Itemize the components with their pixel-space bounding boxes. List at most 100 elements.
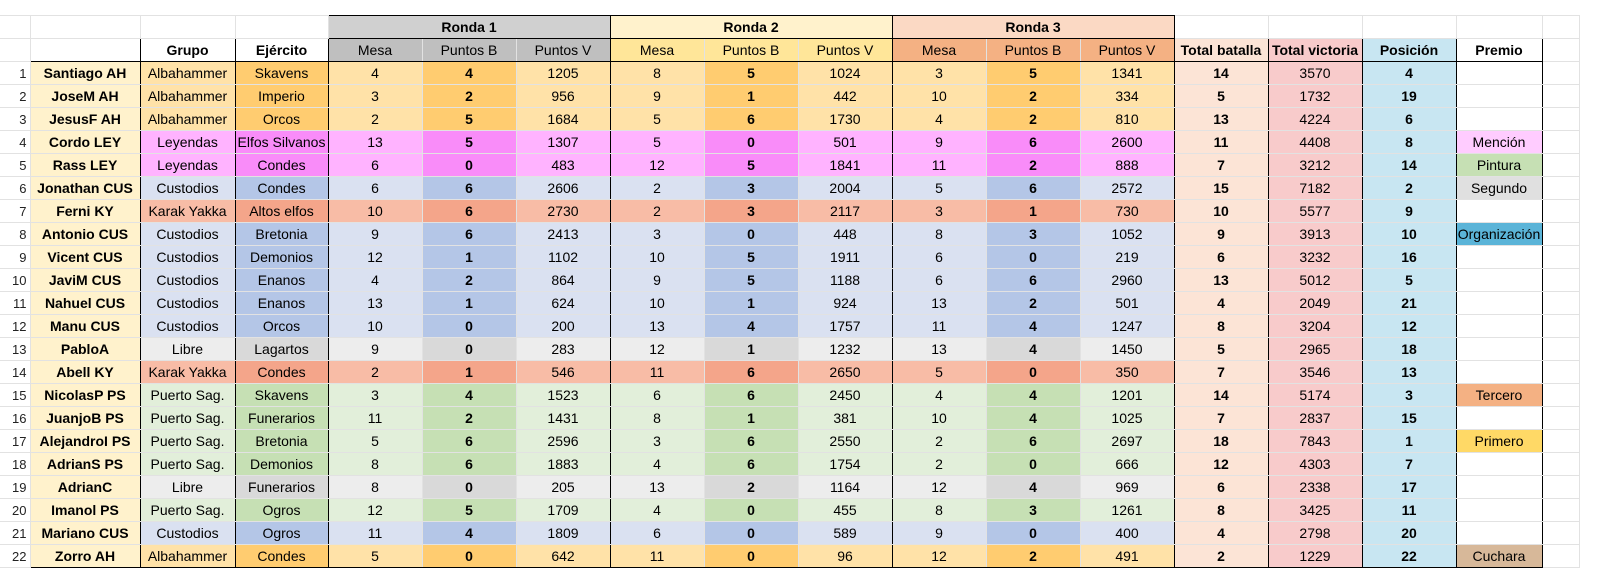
prize [1455, 498, 1543, 522]
total-victory: 3212 [1267, 153, 1363, 177]
player-army: Condes [234, 176, 329, 200]
round1-col-1: Puntos B [421, 38, 517, 62]
position: 13 [1361, 360, 1457, 384]
round2-battle-points: 0 [703, 498, 799, 522]
prize: Mención [1455, 130, 1543, 154]
player-group: Puerto Sag. [139, 406, 236, 430]
round1-table: 10 [327, 199, 423, 223]
round1-col-0: Mesa [327, 38, 423, 62]
player-army: Orcos [234, 314, 329, 338]
round2-victory-points: 1164 [797, 475, 893, 499]
round2-victory-points: 455 [797, 498, 893, 522]
empty-cell [1541, 176, 1580, 200]
army-header: Ejército [234, 38, 329, 62]
round1-battle-points: 5 [421, 498, 517, 522]
total-battle: 14 [1173, 61, 1269, 85]
round1-battle-points: 1 [421, 291, 517, 315]
round2-table: 2 [609, 176, 705, 200]
round2-battle-points: 1 [703, 291, 799, 315]
round2-table: 10 [609, 245, 705, 269]
round3-col-2: Puntos V [1079, 38, 1175, 62]
player-army: Elfos Silvanos [234, 130, 329, 154]
round3-table: 11 [891, 314, 987, 338]
empty-cell [1541, 314, 1580, 338]
total-battle-header: Total batalla [1173, 38, 1269, 62]
round2-table: 10 [609, 291, 705, 315]
round3-col-1: Puntos B [985, 38, 1081, 62]
round2-battle-points: 6 [703, 452, 799, 476]
round3-victory-points: 219 [1079, 245, 1175, 269]
round3-battle-points: 2 [985, 544, 1081, 568]
position: 18 [1361, 337, 1457, 361]
round1-victory-points: 283 [515, 337, 611, 361]
round2-battle-points: 3 [703, 199, 799, 223]
player-army: Bretonia [234, 429, 329, 453]
round3-victory-points: 1247 [1079, 314, 1175, 338]
prize: Cuchara [1455, 544, 1543, 568]
empty-cell [1541, 475, 1580, 499]
table-row: 18 AdrianS PS Puerto Sag. Demonios 8 6 1883 4 6 1… [0, 452, 1580, 476]
round3-victory-points: 2572 [1079, 176, 1175, 200]
total-battle: 12 [1173, 452, 1269, 476]
player-group: Puerto Sag. [139, 383, 236, 407]
round3-battle-points: 2 [985, 84, 1081, 108]
empty-cell [1267, 15, 1363, 39]
row-number: 6 [0, 176, 31, 200]
round1-table: 4 [327, 61, 423, 85]
player-army: Funerarios [234, 475, 329, 499]
round1-table: 10 [327, 314, 423, 338]
position: 10 [1361, 222, 1457, 246]
total-battle: 14 [1173, 383, 1269, 407]
round1-battle-points: 6 [421, 429, 517, 453]
round3-battle-points: 3 [985, 222, 1081, 246]
row-number: 10 [0, 268, 31, 292]
round3-table: 3 [891, 61, 987, 85]
position: 5 [1361, 268, 1457, 292]
prize [1455, 245, 1543, 269]
player-name: Mariano CUS [29, 521, 141, 545]
round1-victory-points: 483 [515, 153, 611, 177]
player-group: Custodios [139, 314, 236, 338]
round2-battle-points: 5 [703, 245, 799, 269]
round1-victory-points: 864 [515, 268, 611, 292]
prize [1455, 199, 1543, 223]
round1-table: 9 [327, 222, 423, 246]
round3-battle-points: 6 [985, 429, 1081, 453]
player-army: Enanos [234, 291, 329, 315]
round2-table: 5 [609, 130, 705, 154]
round1-battle-points: 0 [421, 153, 517, 177]
player-group: Leyendas [139, 130, 236, 154]
round1-battle-points: 2 [421, 406, 517, 430]
player-group: Custodios [139, 222, 236, 246]
round1-battle-points: 1 [421, 245, 517, 269]
position: 4 [1361, 61, 1457, 85]
round3-table: 12 [891, 544, 987, 568]
total-victory: 2798 [1267, 521, 1363, 545]
total-battle: 8 [1173, 314, 1269, 338]
total-victory-header: Total victoria [1267, 38, 1363, 62]
round3-table: 10 [891, 84, 987, 108]
round1-victory-points: 956 [515, 84, 611, 108]
player-group: Puerto Sag. [139, 498, 236, 522]
round1-battle-points: 6 [421, 452, 517, 476]
total-victory: 2338 [1267, 475, 1363, 499]
round1-battle-points: 1 [421, 360, 517, 384]
round2-battle-points: 1 [703, 84, 799, 108]
table-row: 12 Manu CUS Custodios Orcos 10 0 200 13 4 1757 11 4… [0, 314, 1580, 338]
round1-battle-points: 0 [421, 544, 517, 568]
round2-table: 11 [609, 544, 705, 568]
player-group: Leyendas [139, 153, 236, 177]
round2-table: 5 [609, 107, 705, 131]
round3-victory-points: 1052 [1079, 222, 1175, 246]
round2-victory-points: 448 [797, 222, 893, 246]
total-battle: 4 [1173, 521, 1269, 545]
round2-victory-points: 2650 [797, 360, 893, 384]
total-battle: 18 [1173, 429, 1269, 453]
round2-table: 11 [609, 360, 705, 384]
empty-cell [1541, 544, 1580, 568]
round3-battle-points: 2 [985, 153, 1081, 177]
round3-table: 13 [891, 291, 987, 315]
player-army: Lagartos [234, 337, 329, 361]
empty-top-row [0, 0, 1600, 15]
position: 17 [1361, 475, 1457, 499]
